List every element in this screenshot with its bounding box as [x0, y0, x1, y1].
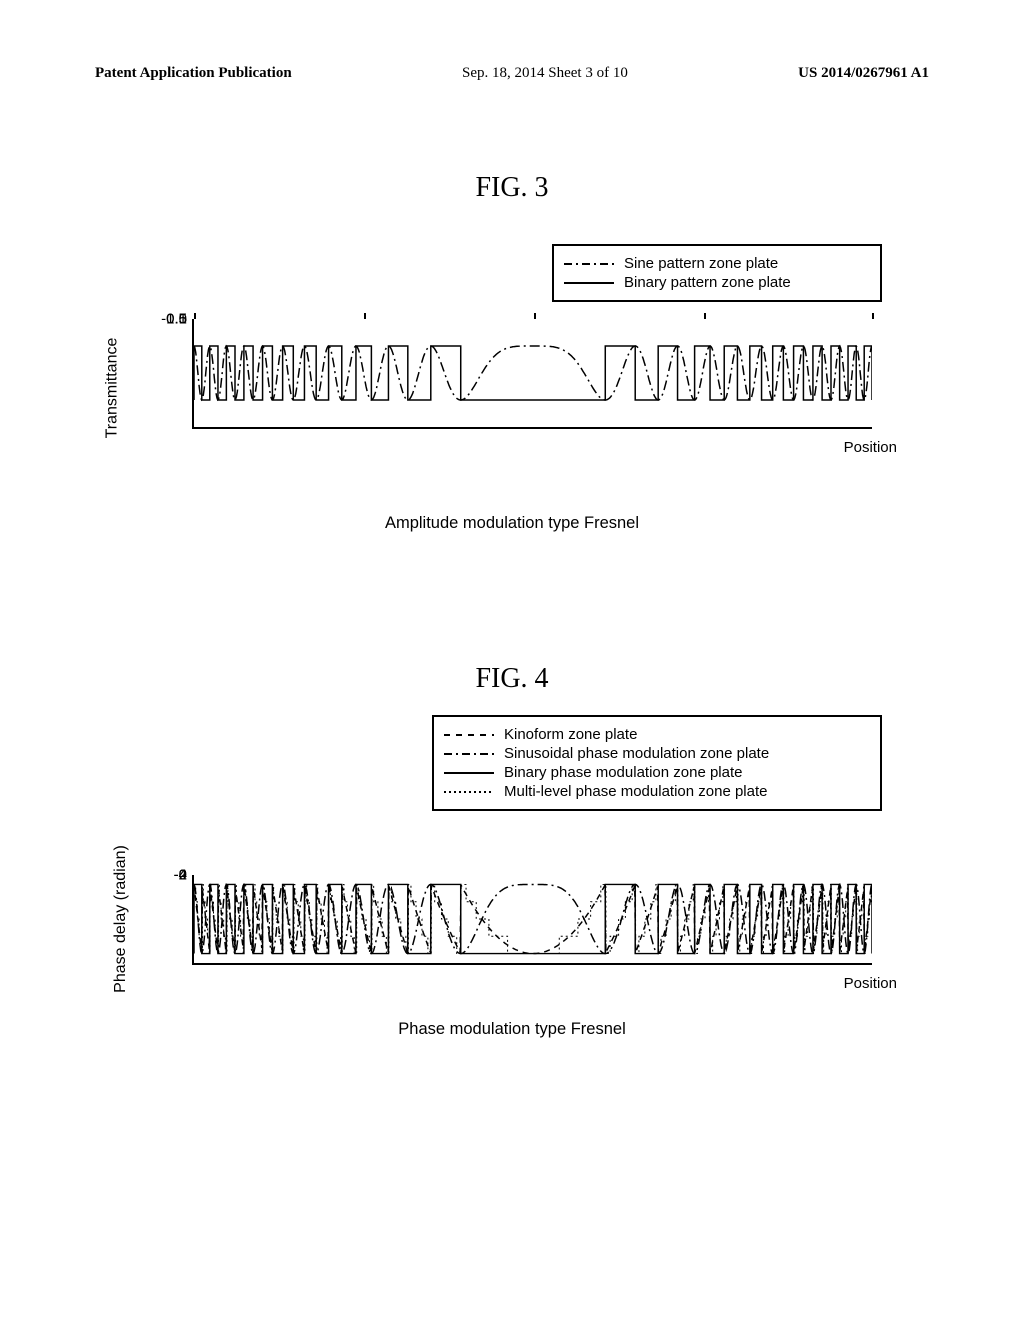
figure-3-label: FIG. 3	[0, 172, 1024, 204]
legend-row: Sine pattern zone plate	[564, 254, 870, 273]
y-axis-label: Phase delay (radian)	[112, 845, 130, 993]
legend-row: Kinoform zone plate	[444, 725, 870, 744]
figure-3-chart: Sine pattern zone plate Binary pattern z…	[122, 259, 902, 479]
figure-4-chart: Kinoform zone plate Sinusoidal phase mod…	[122, 745, 902, 985]
figure-3-caption: Amplitude modulation type Fresnel	[0, 514, 1024, 533]
y-tick: -4	[174, 867, 187, 884]
plot-area	[192, 875, 872, 965]
legend-line-solid	[444, 772, 494, 774]
legend-label: Multi-level phase modulation zone plate	[504, 783, 768, 800]
header-center: Sep. 18, 2014 Sheet 3 of 10	[462, 65, 628, 82]
legend-line-dashdot	[564, 263, 614, 265]
legend-line-solid	[564, 282, 614, 284]
legend-label: Sinusoidal phase modulation zone plate	[504, 745, 769, 762]
legend-row: Multi-level phase modulation zone plate	[444, 782, 870, 801]
legend-line-dashdot	[444, 753, 494, 755]
y-tick: -0.5	[161, 311, 187, 328]
legend-label: Kinoform zone plate	[504, 726, 637, 743]
figure-3-legend: Sine pattern zone plate Binary pattern z…	[552, 244, 882, 302]
legend-label: Binary pattern zone plate	[624, 274, 791, 291]
x-axis-label: Position	[844, 975, 897, 992]
legend-label: Sine pattern zone plate	[624, 255, 778, 272]
chart-svg	[194, 875, 872, 963]
plot-area	[192, 319, 872, 429]
legend-row: Binary pattern zone plate	[564, 273, 870, 292]
header-left: Patent Application Publication	[95, 65, 292, 82]
legend-label: Binary phase modulation zone plate	[504, 764, 743, 781]
page-header: Patent Application Publication Sep. 18, …	[0, 0, 1024, 82]
legend-line-dotted	[444, 791, 494, 793]
figure-4-caption: Phase modulation type Fresnel	[0, 1020, 1024, 1039]
legend-row: Binary phase modulation zone plate	[444, 763, 870, 782]
legend-row: Sinusoidal phase modulation zone plate	[444, 744, 870, 763]
y-axis-label: Transmittance	[103, 338, 121, 439]
x-axis-label: Position	[844, 439, 897, 456]
legend-line-dashed	[444, 734, 494, 736]
header-right: US 2014/0267961 A1	[798, 65, 929, 82]
figure-4-label: FIG. 4	[0, 663, 1024, 695]
figure-4-legend: Kinoform zone plate Sinusoidal phase mod…	[432, 715, 882, 811]
chart-svg	[194, 319, 872, 427]
